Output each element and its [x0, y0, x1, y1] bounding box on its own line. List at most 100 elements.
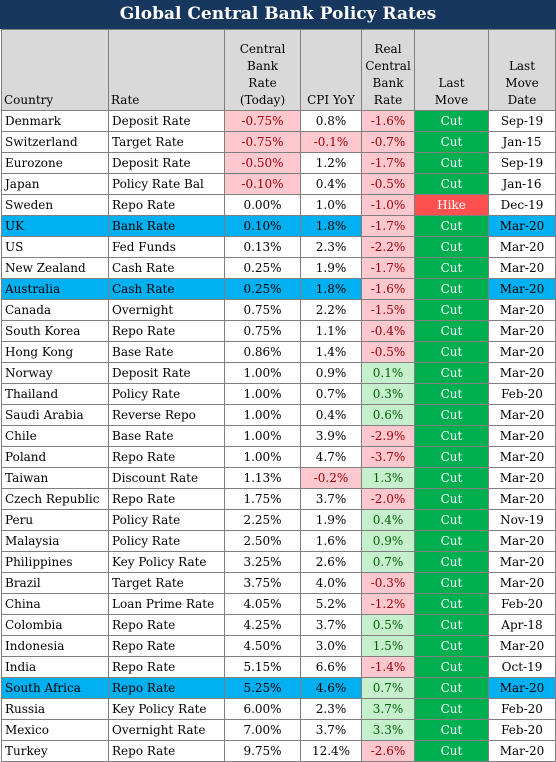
cell-country: Sweden [1, 194, 109, 216]
cell-rate: Cash Rate [108, 257, 225, 279]
cell-rate: Deposit Rate [108, 152, 225, 174]
table-row: Japan Policy Rate Bal -0.10% 0.4% -0.5% Cut Ja… [1, 173, 556, 195]
cell-cpi: 1.8% [300, 215, 362, 237]
cell-country: Norway [1, 362, 109, 384]
cell-cpi: 3.9% [300, 425, 362, 447]
cell-country: Switzerland [1, 131, 109, 153]
cell-country: Philippines [1, 551, 109, 573]
cell-last-move-date: Mar-20 [488, 257, 556, 279]
cell-cpi: 3.7% [300, 614, 362, 636]
cell-real-rate: 1.3% [361, 467, 415, 489]
cell-last-move: Cut [414, 677, 489, 699]
cell-last-move: Cut [414, 530, 489, 552]
cell-rate: Policy Rate [108, 509, 225, 531]
cell-cpi: 3.7% [300, 719, 362, 741]
cell-country: UK [1, 215, 109, 237]
cell-cpi: -0.2% [300, 467, 362, 489]
cell-real-rate: 0.4% [361, 509, 415, 531]
cell-last-move-date: Dec-19 [488, 194, 556, 216]
cell-country: Russia [1, 698, 109, 720]
cell-cb-rate: 4.05% [224, 593, 301, 615]
cell-cb-rate: 0.00% [224, 194, 301, 216]
cell-last-move-date: Mar-20 [488, 278, 556, 300]
cell-cb-rate: 0.10% [224, 215, 301, 237]
cell-real-rate: 3.7% [361, 698, 415, 720]
cell-last-move: Cut [414, 488, 489, 510]
cell-real-rate: 0.1% [361, 362, 415, 384]
cell-last-move-date: Sep-19 [488, 152, 556, 174]
header-country: Country [1, 29, 109, 111]
cell-country: Hong Kong [1, 341, 109, 363]
cell-cpi: 12.4% [300, 740, 362, 762]
cell-country: Brazil [1, 572, 109, 594]
cell-last-move-date: Apr-18 [488, 614, 556, 636]
cell-country: India [1, 656, 109, 678]
cell-cpi: 0.8% [300, 110, 362, 132]
cell-cb-rate: 0.75% [224, 320, 301, 342]
cell-last-move: Cut [414, 740, 489, 762]
table-body: Denmark Deposit Rate -0.75% 0.8% -1.6% Cut Sep… [1, 110, 556, 762]
cell-cpi: 1.8% [300, 278, 362, 300]
cell-cb-rate: 2.50% [224, 530, 301, 552]
cell-last-move: Cut [414, 572, 489, 594]
cell-country: China [1, 593, 109, 615]
cell-cpi: 0.4% [300, 404, 362, 426]
cell-rate: Target Rate [108, 572, 225, 594]
cell-real-rate: 0.7% [361, 551, 415, 573]
cell-country: Poland [1, 446, 109, 468]
cell-last-move: Cut [414, 656, 489, 678]
cell-cpi: 0.9% [300, 362, 362, 384]
cell-country: New Zealand [1, 257, 109, 279]
cell-last-move-date: Mar-20 [488, 551, 556, 573]
table-row: Hong Kong Base Rate 0.86% 1.4% -0.5% Cut Mar-2… [1, 341, 556, 363]
header-last-move: Last Move [414, 29, 489, 111]
cell-country: Indonesia [1, 635, 109, 657]
cell-rate: Overnight [108, 299, 225, 321]
cell-rate: Repo Rate [108, 614, 225, 636]
cell-real-rate: -2.0% [361, 488, 415, 510]
cell-cb-rate: 0.75% [224, 299, 301, 321]
cell-cb-rate: -0.50% [224, 152, 301, 174]
table-row: Russia Key Policy Rate 6.00% 2.3% 3.7% Cut Feb… [1, 698, 556, 720]
cell-cb-rate: 0.13% [224, 236, 301, 258]
cell-real-rate: -2.2% [361, 236, 415, 258]
cell-last-move: Cut [414, 446, 489, 468]
cell-cpi: 3.7% [300, 488, 362, 510]
cell-real-rate: -2.6% [361, 740, 415, 762]
cell-cb-rate: 1.00% [224, 362, 301, 384]
table-row: Peru Policy Rate 2.25% 1.9% 0.4% Cut Nov-19 [1, 509, 556, 531]
cell-last-move: Cut [414, 278, 489, 300]
table-row: Mexico Overnight Rate 7.00% 3.7% 3.3% Cut Feb-… [1, 719, 556, 741]
cell-rate: Repo Rate [108, 656, 225, 678]
cell-cb-rate: 6.00% [224, 698, 301, 720]
cell-real-rate: -0.5% [361, 341, 415, 363]
cell-cb-rate: 4.50% [224, 635, 301, 657]
cell-last-move: Cut [414, 341, 489, 363]
cell-cb-rate: 0.86% [224, 341, 301, 363]
cell-last-move: Cut [414, 593, 489, 615]
table-row: Eurozone Deposit Rate -0.50% 1.2% -1.7% Cut Se… [1, 152, 556, 174]
table-row: Turkey Repo Rate 9.75% 12.4% -2.6% Cut Mar-20 [1, 740, 556, 762]
cell-real-rate: -3.7% [361, 446, 415, 468]
cell-last-move-date: Mar-20 [488, 446, 556, 468]
table-row: Poland Repo Rate 1.00% 4.7% -3.7% Cut Mar-20 [1, 446, 556, 468]
cell-last-move-date: Jan-16 [488, 173, 556, 195]
cell-cb-rate: 4.25% [224, 614, 301, 636]
cell-last-move-date: Mar-20 [488, 236, 556, 258]
cell-cb-rate: 1.75% [224, 488, 301, 510]
cell-last-move: Cut [414, 467, 489, 489]
cell-country: Canada [1, 299, 109, 321]
cell-last-move-date: Mar-20 [488, 425, 556, 447]
cell-rate: Discount Rate [108, 467, 225, 489]
header-cb-rate: Central Bank Rate (Today) [224, 29, 301, 111]
cell-last-move-date: Mar-20 [488, 215, 556, 237]
table-row: Sweden Repo Rate 0.00% 1.0% -1.0% Hike Dec-19 [1, 194, 556, 216]
table-row: Brazil Target Rate 3.75% 4.0% -0.3% Cut Mar-20 [1, 572, 556, 594]
cell-country: Taiwan [1, 467, 109, 489]
cell-cpi: 1.1% [300, 320, 362, 342]
table-row: US Fed Funds 0.13% 2.3% -2.2% Cut Mar-20 [1, 236, 556, 258]
table-row: South Korea Repo Rate 0.75% 1.1% -0.4% Cut Mar… [1, 320, 556, 342]
table-row: New Zealand Cash Rate 0.25% 1.9% -1.7% Cut Mar… [1, 257, 556, 279]
cell-country: Chile [1, 425, 109, 447]
cell-country: Thailand [1, 383, 109, 405]
